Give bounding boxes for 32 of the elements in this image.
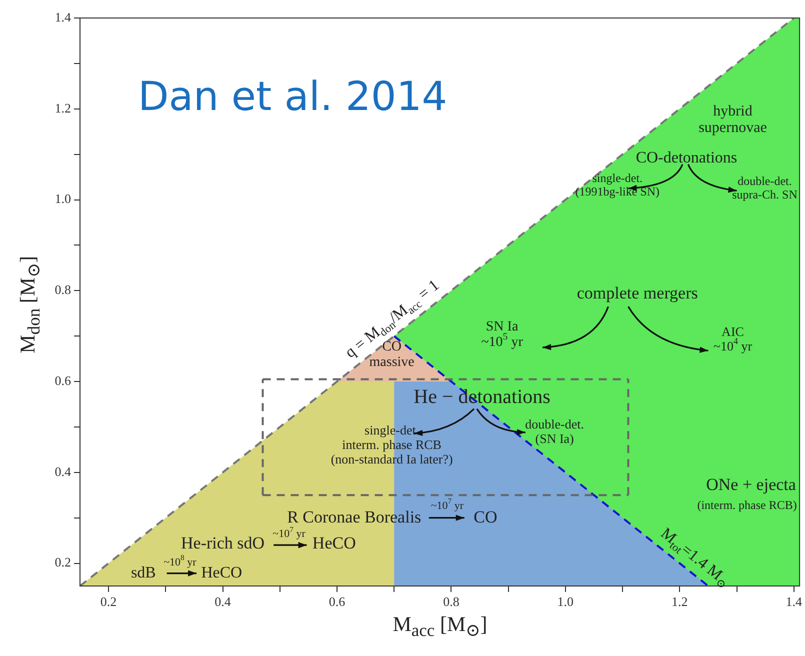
annotation: CO-detonations — [636, 150, 738, 167]
annotation: single-det. interm. phase RCB (non-standard Ia later?) — [330, 422, 453, 467]
text: Dan et al. 2014 — [138, 74, 448, 120]
annotation: double-det. supra-Ch. SN — [732, 174, 798, 202]
y-tick-label: 0.8 — [54, 282, 71, 298]
x-tick-label: 0.8 — [443, 594, 460, 610]
y-tick-label: 0.6 — [54, 372, 72, 388]
annotation: double-det. (SN Ia) — [525, 416, 584, 446]
y-tick-label: 1.4 — [54, 9, 72, 24]
y-tick-label: 1.0 — [54, 191, 71, 206]
annotation: hybrid supernovae — [698, 103, 768, 136]
y-tick-label: 0.4 — [54, 464, 72, 479]
annotation: CO — [474, 507, 498, 526]
x-tick-label: 1.0 — [557, 594, 574, 610]
annotation: sdB — [130, 564, 156, 582]
x-tick-label: 1.4 — [786, 594, 802, 610]
annotation: R Coronae Borealis — [287, 507, 422, 526]
x-axis-title: M$_{acc}$ [M$_{⊙}$] — [392, 612, 488, 642]
y-tick-label: 0.2 — [54, 554, 71, 570]
annotation: (interm. phase RCB) — [697, 498, 797, 512]
annotation: HeCO — [312, 534, 356, 553]
y-tick-label: 1.2 — [54, 100, 71, 116]
annotation: ONe + ejecta — [706, 475, 796, 494]
annotation: single-det. (1991bg-like SN) — [575, 171, 660, 199]
annotation: He-rich sdO — [180, 534, 265, 553]
x-tick-label: 0.2 — [100, 594, 117, 610]
text: Mtot=1.4 M⊙ — [657, 524, 728, 592]
x-tick-label: 0.4 — [214, 594, 232, 610]
annotation: HeCO — [201, 564, 242, 582]
x-tick-label: 0.6 — [328, 594, 346, 610]
annotation: complete mergers — [576, 284, 698, 303]
x-tick-label: 1.2 — [672, 594, 688, 610]
